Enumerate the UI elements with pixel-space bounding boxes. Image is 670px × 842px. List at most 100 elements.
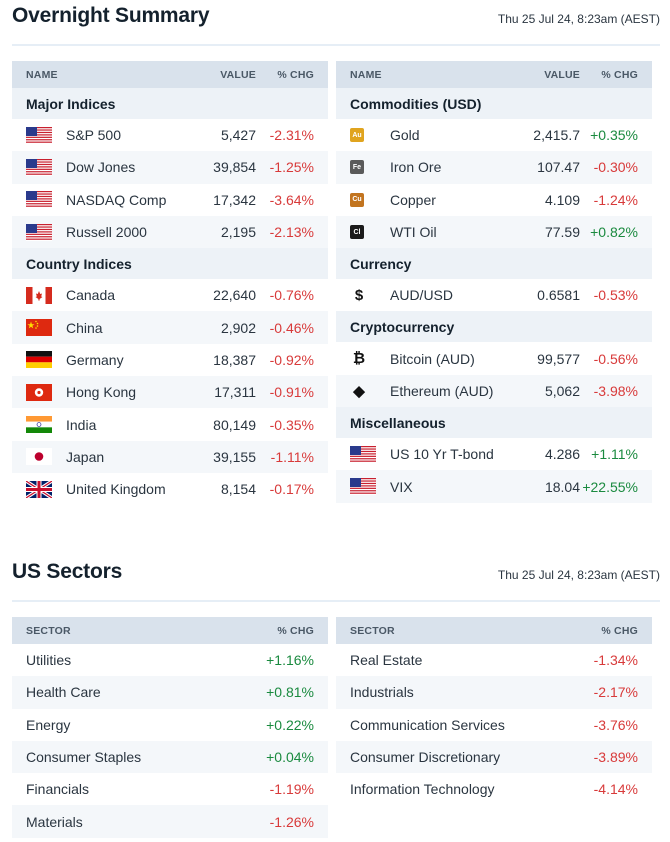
table-row[interactable]: United Kingdom 8,154 -0.17%	[12, 473, 328, 505]
table-row[interactable]: Au Gold 2,415.7 +0.35%	[336, 119, 652, 151]
sector-change: -1.34%	[593, 652, 638, 669]
row-name: US 10 Yr T-bond	[390, 446, 494, 463]
row-change: -3.98%	[593, 382, 638, 399]
table-row[interactable]: Hong Kong 17,311 -0.91%	[12, 376, 328, 409]
row-value: 0.6581	[537, 287, 580, 304]
table-row[interactable]: Japan 39,155 -1.11%	[12, 440, 328, 473]
row-change: -0.76%	[269, 287, 314, 304]
sector-change: +1.16%	[266, 652, 314, 669]
group-header-commodities: Commodities (USD)	[336, 88, 652, 119]
table-row[interactable]: Germany 18,387 -0.92%	[12, 344, 328, 376]
sector-name: Energy	[26, 716, 71, 733]
row-name: China	[66, 319, 103, 336]
sector-change: +0.22%	[266, 716, 314, 733]
sectors-table-left: SECTOR % CHG Utilities +1.16% Health Care +…	[12, 617, 328, 838]
table-row[interactable]: VIX 18.04 +22.55%	[336, 470, 652, 503]
row-name: Dow Jones	[66, 159, 136, 176]
table-row[interactable]: $ AUD/USD 0.6581 -0.53%	[336, 279, 652, 311]
table-row[interactable]: China 2,902 -0.46%	[12, 311, 328, 344]
row-value: 4.109	[544, 191, 580, 208]
sector-name: Health Care	[26, 684, 101, 701]
sector-row[interactable]: Financials -1.19%	[12, 773, 328, 805]
row-name: VIX	[390, 478, 413, 495]
table-row[interactable]: NASDAQ Comp 17,342 -3.64%	[12, 184, 328, 216]
sector-row[interactable]: Energy +0.22%	[12, 709, 328, 741]
table-row[interactable]: ◆ Ethereum (AUD) 5,062 -3.98%	[336, 374, 652, 408]
us-flag-icon	[12, 126, 66, 144]
sector-row[interactable]: Industrials -2.17%	[336, 676, 652, 709]
sector-row[interactable]: Communication Services -3.76%	[336, 709, 652, 741]
table-row[interactable]: Cu Copper 4.109 -1.24%	[336, 184, 652, 216]
table-row[interactable]: Cl WTI Oil 77.59 +0.82%	[336, 215, 652, 249]
sector-change: -3.76%	[593, 716, 638, 733]
table-row[interactable]: ₿ Bitcoin (AUD) 99,577 -0.56%	[336, 342, 652, 374]
row-change: -0.56%	[593, 350, 638, 367]
group-header-major-indices: Major Indices	[12, 88, 328, 119]
sector-name: Communication Services	[350, 716, 505, 733]
row-change: -3.64%	[269, 191, 314, 208]
sector-row[interactable]: Consumer Staples +0.04%	[12, 740, 328, 774]
row-name: Canada	[66, 287, 116, 304]
table-row[interactable]: India 80,149 -0.35%	[12, 408, 328, 440]
sector-row[interactable]: Real Estate -1.34%	[336, 644, 652, 676]
sector-change: -3.89%	[593, 749, 638, 766]
row-name: WTI Oil	[390, 224, 437, 241]
row-name: Gold	[390, 127, 420, 144]
row-value: 99,577	[537, 350, 580, 367]
sector-column-header: SECTOR	[350, 624, 395, 637]
row-change: -0.17%	[269, 481, 314, 498]
table-row[interactable]: Russell 2000 2,195 -2.13%	[12, 215, 328, 249]
sector-row[interactable]: Materials -1.26%	[12, 805, 328, 838]
markets-table-header: NAME VALUE % CHG	[336, 61, 652, 88]
row-name: United Kingdom	[66, 481, 166, 498]
row-name: Ethereum (AUD)	[390, 382, 494, 399]
sector-change: -1.19%	[269, 781, 314, 798]
sector-name: Financials	[26, 781, 90, 798]
table-row[interactable]: S&P 500 5,427 -2.31%	[12, 119, 328, 151]
sector-name: Consumer Staples	[26, 749, 142, 766]
sector-row[interactable]: Consumer Discretionary -3.89%	[336, 740, 652, 774]
sector-row[interactable]: Utilities +1.16%	[12, 644, 328, 676]
table-row[interactable]: Dow Jones 39,854 -1.25%	[12, 151, 328, 184]
row-change: -0.35%	[269, 416, 314, 433]
sector-row[interactable]: Information Technology -4.14%	[336, 773, 652, 805]
row-value: 5,062	[544, 382, 580, 399]
row-change: -1.11%	[270, 448, 314, 465]
change-column-header: % CHG	[277, 68, 314, 81]
row-value: 18,387	[213, 351, 256, 368]
row-name: Russell 2000	[66, 224, 147, 241]
dollar-icon: $	[354, 286, 364, 304]
sector-name: Industrials	[350, 684, 414, 701]
sector-change: +0.04%	[266, 749, 314, 766]
china-flag-icon	[12, 319, 66, 337]
table-row[interactable]: Fe Iron Ore 107.47 -0.30%	[336, 151, 652, 184]
row-value: 39,854	[213, 159, 256, 176]
row-change: -1.24%	[593, 191, 638, 208]
name-column-header: NAME	[350, 68, 382, 81]
table-row[interactable]: US 10 Yr T-bond 4.286 +1.11%	[336, 438, 652, 470]
row-change: -0.91%	[269, 384, 314, 401]
table-row[interactable]: Canada 22,640 -0.76%	[12, 279, 328, 311]
group-header-cryptocurrency: Cryptocurrency	[336, 311, 652, 343]
bitcoin-icon: ₿	[352, 350, 366, 368]
sectors-table-header: SECTOR % CHG	[12, 617, 328, 644]
sector-row[interactable]: Health Care +0.81%	[12, 676, 328, 709]
row-value: 2,902	[220, 319, 256, 336]
hong-kong-flag-icon	[12, 383, 66, 401]
row-change: +0.35%	[590, 127, 638, 144]
row-value: 8,154	[220, 481, 256, 498]
change-column-header: % CHG	[601, 624, 638, 637]
oil-icon: Cl	[336, 225, 390, 240]
row-change: +0.82%	[590, 224, 638, 241]
sectors-table-header: SECTOR % CHG	[336, 617, 652, 644]
row-name: Germany	[66, 351, 124, 368]
row-value: 2,415.7	[533, 127, 580, 144]
us-sectors-header: US Sectors Thu 25 Jul 24, 8:23am (AEST)	[12, 556, 660, 602]
row-value: 39,155	[213, 448, 256, 465]
row-change: +1.11%	[591, 446, 638, 463]
value-column-header: VALUE	[220, 68, 256, 81]
sector-name: Materials	[26, 813, 83, 830]
row-name: Iron Ore	[390, 159, 442, 176]
row-name: AUD/USD	[390, 287, 454, 304]
sector-name: Information Technology	[350, 781, 495, 798]
